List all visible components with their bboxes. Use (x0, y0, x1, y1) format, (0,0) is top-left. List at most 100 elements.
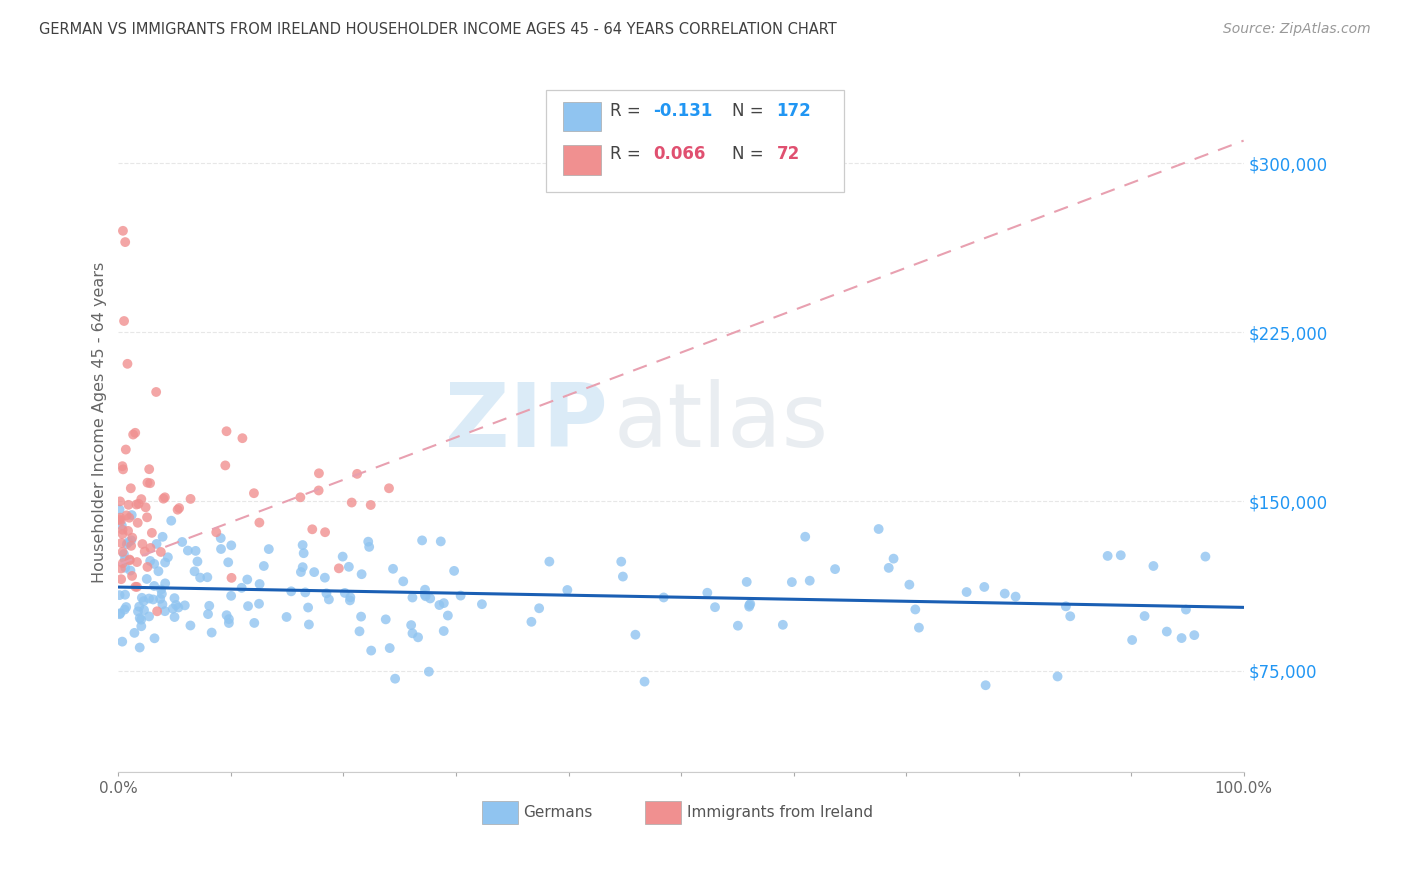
Point (153, 604, 176, 618)
Point (877, 561, 900, 575)
Point (610, 555, 633, 569)
Point (160, 514, 183, 528)
Text: 0.066: 0.066 (652, 145, 706, 163)
Point (290, 491, 312, 505)
Text: R =: R = (610, 145, 647, 163)
Point (128, 640, 150, 655)
Point (152, 491, 174, 506)
Point (738, 599, 761, 614)
Point (218, 612, 240, 626)
Point (132, 603, 155, 617)
Point (382, 562, 405, 576)
Point (124, 580, 146, 594)
Point (124, 626, 146, 640)
Point (973, 580, 995, 594)
Point (1121, 632, 1143, 647)
Text: 72: 72 (776, 145, 800, 163)
Point (214, 458, 236, 473)
Point (314, 525, 336, 540)
Point (243, 486, 266, 500)
Point (243, 615, 266, 630)
Point (297, 600, 319, 615)
Point (633, 674, 655, 689)
Point (120, 539, 142, 553)
Point (413, 582, 436, 597)
Point (401, 626, 423, 640)
Point (1004, 590, 1026, 604)
Point (236, 599, 259, 614)
Point (314, 571, 336, 585)
Point (180, 491, 202, 506)
Point (339, 593, 361, 607)
Text: ZIP: ZIP (446, 379, 607, 466)
Point (139, 476, 162, 491)
Point (231, 581, 253, 595)
Point (136, 560, 159, 574)
Point (1156, 624, 1178, 639)
Point (131, 591, 153, 605)
Point (209, 531, 232, 545)
Point (557, 582, 579, 597)
Point (735, 574, 758, 589)
Point (111, 556, 134, 570)
Point (153, 556, 176, 570)
Point (339, 591, 361, 605)
Point (291, 560, 314, 574)
Point (156, 550, 179, 565)
Point (111, 634, 134, 648)
Point (112, 314, 135, 328)
Text: -0.131: -0.131 (652, 102, 713, 120)
Point (184, 544, 207, 558)
Point (333, 586, 356, 600)
Point (349, 624, 371, 639)
Point (139, 541, 162, 555)
Point (165, 598, 187, 612)
Point (111, 459, 134, 474)
Point (292, 546, 315, 560)
Point (696, 586, 718, 600)
Point (384, 672, 406, 686)
Point (340, 495, 363, 509)
Point (908, 621, 931, 635)
Point (357, 534, 380, 549)
Text: N =: N = (731, 102, 769, 120)
Point (177, 543, 200, 558)
Point (111, 527, 134, 541)
Point (955, 585, 977, 599)
Point (108, 607, 131, 622)
Point (114, 560, 136, 574)
Point (110, 514, 132, 528)
Point (112, 462, 135, 476)
Point (138, 609, 160, 624)
Point (179, 618, 201, 632)
Point (111, 545, 134, 559)
Point (201, 625, 224, 640)
Point (134, 544, 156, 558)
Point (257, 542, 280, 557)
Point (291, 538, 314, 552)
Point (197, 607, 219, 621)
Point (110, 536, 132, 550)
Point (115, 537, 138, 551)
Point (146, 604, 169, 618)
Point (110, 572, 132, 586)
Point (704, 600, 727, 615)
Point (152, 530, 174, 544)
Point (1133, 609, 1156, 624)
Point (527, 601, 550, 615)
Point (111, 523, 134, 537)
Point (120, 564, 142, 578)
Point (166, 502, 188, 516)
Point (652, 591, 675, 605)
Text: 172: 172 (776, 102, 811, 120)
Point (247, 516, 270, 530)
Point (308, 467, 330, 481)
Point (727, 618, 749, 632)
Point (520, 615, 543, 629)
Point (612, 569, 634, 583)
Point (149, 591, 172, 606)
Point (135, 572, 157, 586)
Point (1097, 549, 1119, 563)
Point (127, 516, 149, 530)
Point (145, 537, 167, 551)
